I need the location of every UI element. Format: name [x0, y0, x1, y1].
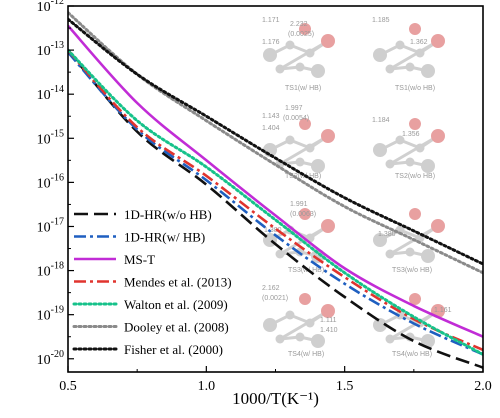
structure-annotation: 1.143 [262, 113, 280, 120]
structure-annotation: 1.362 [410, 39, 428, 46]
molecule-structure [373, 118, 445, 173]
structure-annotation: (0.0054) [283, 115, 309, 122]
series-line-5 [68, 48, 483, 356]
structure-annotation: 1.404 [262, 125, 280, 132]
legend-entry: 1D-HR(w/o HB) [74, 207, 212, 222]
legend-entry: Fisher et al. (2000) [72, 342, 223, 357]
structure-annotation: 1.176 [262, 39, 280, 46]
legend-entry: 1D-HR(w/ HB) [74, 230, 205, 245]
series-lines [68, 11, 483, 369]
legend-label: Dooley et al. (2008) [124, 320, 229, 335]
plot-frame [67, 5, 484, 373]
series-line-7 [68, 17, 483, 266]
y-tick-label: 10-16 [37, 172, 64, 191]
molecule-structure [263, 23, 335, 78]
legend-label: 1D-HR(w/o HB) [124, 207, 212, 222]
legend-label: Mendes et al. (2013) [124, 275, 232, 290]
series-line-1 [68, 49, 483, 369]
structure-annotation: 1.161 [434, 307, 452, 314]
axes: 0.5 1.0 1.5 2.0 10-20 10-19 10-18 10-17 10-16 10-… [37, 0, 492, 394]
structure-annotation: 1.184 [372, 117, 390, 124]
structure-annotation: 1.410 [320, 327, 338, 334]
structure-annotation: TS2(w/ HB) [285, 173, 321, 180]
legend-entry: Mendes et al. (2013) [74, 275, 232, 290]
legend-label: 1D-HR(w/ HB) [124, 230, 205, 245]
y-tick-label: 10-15 [37, 128, 64, 147]
series-line-4 [68, 49, 483, 352]
legend-label: Fisher et al. (2000) [124, 342, 223, 357]
structure-annotation: TS3(w/o HB) [392, 267, 432, 274]
structure-annotation: 1.171 [262, 17, 280, 24]
structure-annotation: 2.162 [262, 285, 280, 292]
structure-annotation: TS4(w/o HB) [392, 351, 432, 358]
y-tick-label: 10-13 [37, 40, 64, 59]
legend-entry: Walton et al. (2009) [72, 297, 228, 312]
legend: 1D-HR(w/o HB) 1D-HR(w/ HB) MS-T Mendes et a… [72, 207, 232, 357]
x-tick-label: 1.5 [336, 379, 354, 394]
structure-annotation: TS1(w/ HB) [285, 85, 321, 92]
y-tick-label: 10-14 [37, 84, 64, 103]
structure-annotation: (0.0063) [290, 211, 316, 218]
structure-annotation: (0.0021) [262, 295, 288, 302]
structure-annotation: 1.991 [290, 201, 308, 208]
molecule-structure [373, 23, 445, 78]
y-tick-label: 10-17 [37, 216, 64, 235]
y-tick-label: 10-12 [37, 0, 64, 15]
structure-annotation: TS3(w/ HB) [288, 267, 324, 274]
x-tick-label: 1.0 [198, 379, 216, 394]
structure-annotation: 1.111 [320, 317, 337, 324]
legend-entry: Dooley et al. (2008) [72, 320, 229, 335]
legend-label: Walton et al. (2009) [124, 297, 228, 312]
molecule-structure [373, 293, 445, 348]
molecule-structure [263, 293, 335, 348]
structure-annotation: 1.356 [402, 131, 420, 138]
y-tick-label: 10-18 [37, 261, 64, 280]
molecular-structures-watermark: 1.171 2.232 (0.0025) 1.176 TS1(w/ HB) 1.185 1.… [262, 17, 452, 358]
structure-annotation: TS4(w/ HB) [288, 351, 324, 358]
x-tick-label: 2.0 [474, 379, 492, 394]
structure-annotation: 1.997 [285, 105, 303, 112]
x-tick-label: 0.5 [59, 379, 77, 394]
legend-label: MS-T [124, 252, 155, 267]
series-line-3 [68, 24, 483, 338]
structure-annotation: TS1(w/o HB) [395, 85, 435, 92]
structure-annotation: 1.380 [378, 231, 396, 238]
structure-annotation: 1.380 [264, 227, 282, 234]
structure-annotation: (0.0025) [288, 31, 314, 38]
y-tick-label: 10-19 [37, 305, 64, 324]
legend-entry: MS-T [74, 252, 155, 267]
structure-annotation: 1.185 [372, 17, 390, 24]
structure-annotation: TS2(w/o HB) [395, 173, 435, 180]
x-axis-label: 1000/T(K⁻¹) [232, 389, 319, 408]
structure-annotation: 2.232 [290, 21, 308, 28]
y-tick-label: 10-20 [37, 349, 64, 368]
series-line-2 [68, 51, 483, 356]
